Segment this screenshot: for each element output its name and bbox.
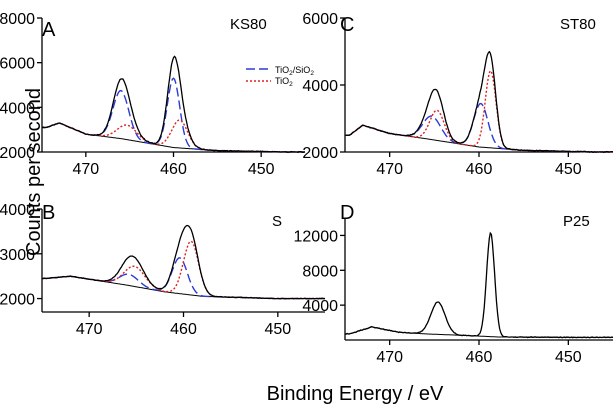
panel-b-title: S xyxy=(272,213,282,230)
panel-c-y-tick-label: 4000 xyxy=(302,78,338,95)
panel-b-x-tick-label: 450 xyxy=(264,321,291,338)
panel-b-y-tick-label: 2000 xyxy=(0,292,35,309)
panel-a-y-tick-label: 6000 xyxy=(0,56,35,73)
panel-c-x-tick-label: 470 xyxy=(376,161,403,178)
panel-b: B S 2000 3000 4000 470 460 450 xyxy=(0,202,326,338)
panel-d-title: P25 xyxy=(563,213,590,230)
panel-a-x-tick-label: 450 xyxy=(248,161,275,178)
panel-d-y-tick-label: 4000 xyxy=(302,298,338,315)
legend-tio2-sio2-label: TiO2/SiO2 xyxy=(275,65,314,77)
panel-c: C ST80 2000 4000 6000 470 460 450 xyxy=(302,11,613,178)
panel-b-letter: B xyxy=(42,202,55,224)
panel-d-x-tick-label: 470 xyxy=(376,349,403,366)
panel-d-y-tick-label: 8000 xyxy=(302,263,338,280)
panel-a-y-tick-label: 4000 xyxy=(0,100,35,117)
panel-c-fit-tio2 xyxy=(345,69,613,153)
panel-d: D P25 4000 8000 12000 470 460 450 xyxy=(294,202,613,366)
panel-b-fit-tio2 xyxy=(42,240,325,300)
panel-a-title: KS80 xyxy=(230,16,267,33)
panel-d-y-tick-label: 12000 xyxy=(294,228,339,245)
panel-c-x-tick-label: 450 xyxy=(555,161,582,178)
panel-c-spectrum-line xyxy=(344,50,613,154)
panel-a-letter: A xyxy=(42,19,56,41)
panel-d-x-tick-label: 450 xyxy=(555,349,582,366)
x-axis-label: Binding Energy / eV xyxy=(267,383,444,405)
panel-a-x-tick-label: 460 xyxy=(160,161,187,178)
panel-c-letter: C xyxy=(340,14,354,36)
panel-d-background-line xyxy=(345,326,613,338)
panel-c-y-tick-label: 6000 xyxy=(302,11,338,28)
panel-d-spectrum-line xyxy=(344,231,613,339)
panel-b-x-tick-label: 460 xyxy=(170,321,197,338)
panel-b-y-tick-label: 3000 xyxy=(0,247,35,264)
panel-a-x-tick-label: 470 xyxy=(72,161,99,178)
panel-b-x-tick-label: 470 xyxy=(76,321,103,338)
panel-d-x-tick-label: 460 xyxy=(466,349,493,366)
panel-a-y-tick-label: 2000 xyxy=(0,145,35,162)
panel-a-y-tick-label: 8000 xyxy=(0,11,35,28)
panel-c-fit-tio2-sio2 xyxy=(345,102,613,153)
panel-b-y-tick-label: 4000 xyxy=(0,202,35,219)
panel-b-background-line xyxy=(42,275,325,300)
panel-c-x-tick-label: 460 xyxy=(466,161,493,178)
panel-c-y-tick-label: 2000 xyxy=(302,145,338,162)
panel-d-letter: D xyxy=(340,202,354,224)
panel-a-legend: TiO2/SiO2 TiO2 xyxy=(246,65,314,88)
panel-b-spectrum-line xyxy=(41,224,326,300)
legend-tio2-label: TiO2 xyxy=(275,76,293,88)
panel-c-title: ST80 xyxy=(560,16,596,33)
panel-a: A KS80 TiO2/SiO2 TiO2 2000 4000 6000 8000 47… xyxy=(0,11,314,178)
panel-a-fit-tio2 xyxy=(42,119,305,153)
panel-a-spectrum-line xyxy=(41,55,306,154)
panel-a-fit-tio2-sio2 xyxy=(42,77,305,153)
y-axis-label: Counts per second xyxy=(23,88,45,256)
